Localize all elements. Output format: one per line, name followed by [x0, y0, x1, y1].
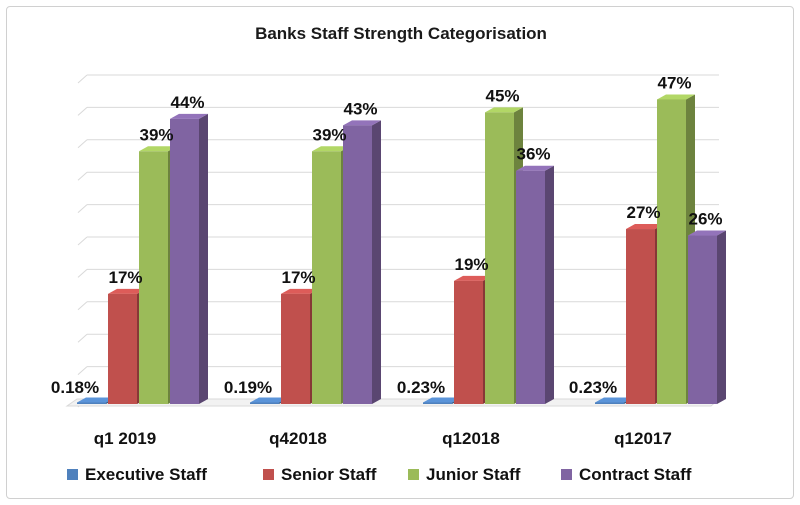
legend-item: Junior Staff: [408, 465, 521, 484]
legend-swatch: [263, 469, 274, 480]
chart-title: Banks Staff Strength Categorisation: [255, 24, 547, 43]
data-label: 45%: [485, 86, 519, 105]
category-label: q12018: [442, 429, 500, 448]
bar-contract-staff: [516, 165, 554, 404]
bar-senior-staff: [626, 224, 664, 404]
category-label: q1 2019: [94, 429, 156, 448]
gridline-diag: [77, 236, 88, 246]
data-label: 39%: [139, 125, 173, 144]
gridline-diag: [77, 107, 88, 116]
bar-contract-staff: [343, 120, 381, 405]
legend-item: Contract Staff: [561, 465, 692, 484]
gridline-diag: [77, 74, 88, 84]
gridline-diag: [77, 171, 88, 181]
data-label: 19%: [454, 255, 488, 274]
legend-label: Executive Staff: [85, 465, 207, 484]
data-label: 0.23%: [569, 378, 617, 397]
legend-item: Executive Staff: [67, 465, 207, 484]
data-label: 0.19%: [224, 378, 272, 397]
data-label: 43%: [343, 99, 377, 118]
legend-label: Junior Staff: [426, 465, 521, 484]
legend-swatch: [408, 469, 419, 480]
legend-label: Senior Staff: [281, 465, 377, 484]
legend-swatch: [67, 469, 78, 480]
gridline-diag: [77, 269, 88, 278]
legend-swatch: [561, 469, 572, 480]
category-label: q12017: [614, 429, 672, 448]
data-label: 36%: [516, 145, 550, 164]
chart-frame: 0.18% 17% 39% 44% 0.19% 17% 39% 43% 0.23% 19% 45% 3…: [6, 6, 794, 499]
data-label: 44%: [170, 93, 204, 112]
data-label: 17%: [281, 268, 315, 287]
gridline-diag: [77, 333, 88, 343]
data-label: 0.23%: [397, 378, 445, 397]
data-label: 39%: [312, 125, 346, 144]
data-label: 0.18%: [51, 378, 99, 397]
gridline-diag: [77, 139, 88, 149]
gridline-diag: [77, 366, 88, 375]
category-axis: q1 2019 q42018 q12018 q12017: [94, 429, 672, 448]
legend-label: Contract Staff: [579, 465, 692, 484]
data-labels: 0.18% 17% 39% 44% 0.19% 17% 39% 43% 0.23% 19% 45% 3…: [51, 73, 723, 397]
bar-contract-staff: [688, 230, 726, 404]
gridline-diag: [77, 301, 88, 311]
bar-chart: 0.18% 17% 39% 44% 0.19% 17% 39% 43% 0.23% 19% 45% 3…: [51, 24, 726, 484]
gridline-diag: [77, 204, 88, 213]
data-label: 26%: [688, 210, 722, 229]
data-label: 27%: [626, 203, 660, 222]
legend: Executive Staff Senior Staff Junior Staff C…: [67, 465, 692, 484]
legend-item: Senior Staff: [263, 465, 377, 484]
category-label: q42018: [269, 429, 327, 448]
data-label: 47%: [657, 73, 691, 92]
bar-contract-staff: [170, 113, 208, 404]
bars: [77, 94, 726, 405]
data-label: 17%: [108, 268, 142, 287]
